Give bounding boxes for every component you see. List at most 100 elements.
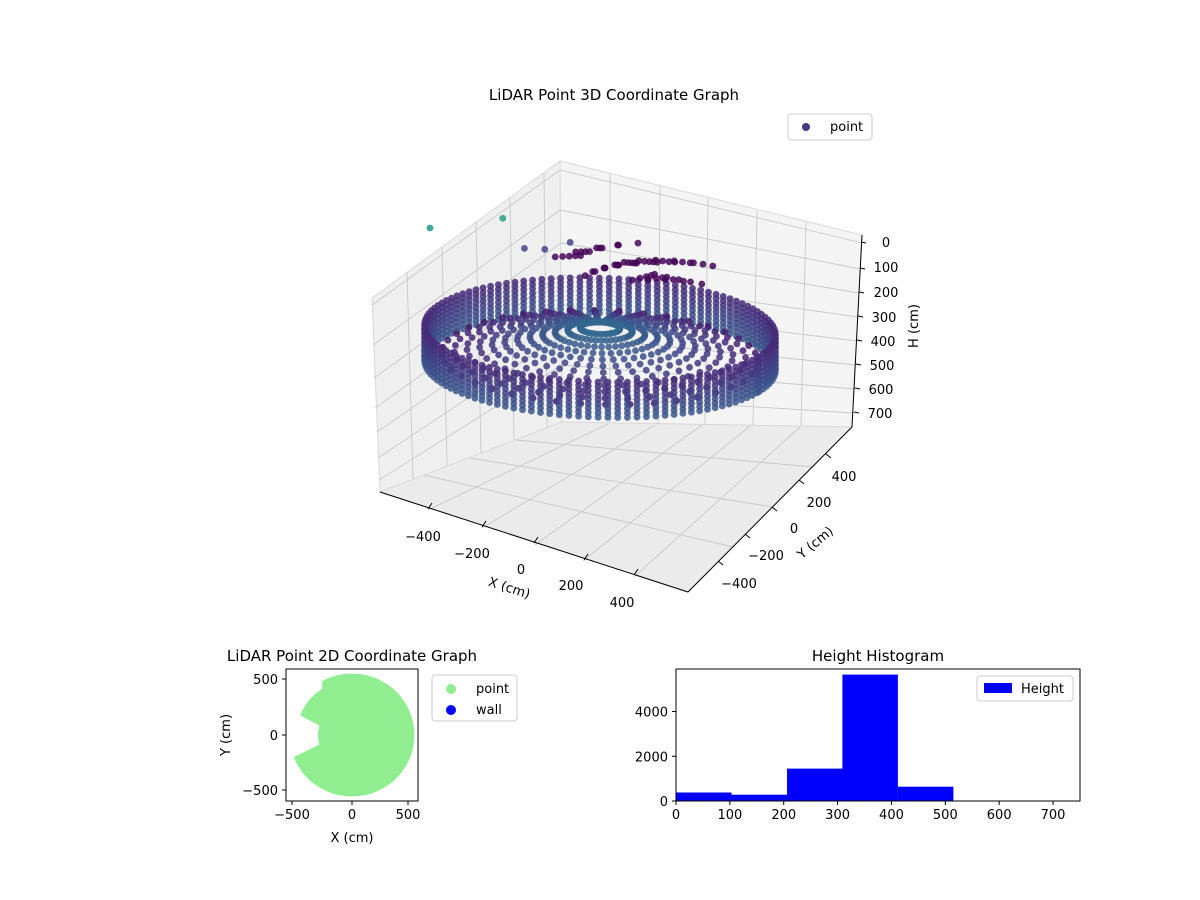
y-tick-2d: 0 — [270, 729, 278, 744]
point-cloud-2d — [293, 673, 415, 797]
point-3d — [704, 406, 711, 413]
point-3d — [699, 260, 707, 268]
point-3d — [575, 412, 582, 420]
point-3d — [523, 364, 530, 372]
point-3d — [686, 363, 693, 371]
point-3d — [687, 278, 694, 286]
point-3d — [620, 355, 628, 363]
point-3d — [521, 356, 529, 363]
legend-2d-marker-point — [446, 684, 456, 694]
point-3d — [584, 342, 591, 350]
point-3d — [675, 276, 683, 283]
point-3d — [491, 360, 498, 368]
point-3d — [654, 348, 662, 356]
point-3d — [688, 351, 695, 358]
point-3d — [624, 348, 632, 356]
point-3d — [655, 364, 663, 372]
histogram-x-tick: 400 — [879, 808, 904, 823]
histogram-bars — [676, 674, 1065, 801]
point-3d — [573, 361, 581, 368]
point-3d — [465, 324, 473, 331]
x-axis-label-2d: X (cm) — [331, 831, 374, 846]
histogram-x-tick: 600 — [987, 808, 1012, 823]
point-3d — [698, 280, 706, 288]
point-3d — [646, 258, 653, 266]
point-3d — [584, 413, 592, 421]
point-3d — [635, 257, 643, 265]
point-3d — [528, 407, 535, 415]
point-3d — [632, 347, 639, 354]
point-3d — [598, 349, 606, 357]
histogram-y-ticks: 0 2000 4000 — [635, 706, 668, 810]
point-3d — [599, 369, 607, 376]
point-3d — [459, 325, 467, 333]
legend-hist-label: Height — [1021, 682, 1064, 697]
point-3d — [711, 404, 719, 412]
point-3d — [566, 239, 574, 246]
point-3d — [572, 347, 579, 355]
point-3d — [559, 253, 566, 260]
point-3d — [717, 348, 724, 355]
legend-2d-label-wall: wall — [476, 703, 502, 718]
point-3d — [680, 329, 687, 337]
point-3d — [683, 355, 690, 362]
point-3d — [551, 371, 558, 378]
legend-hist-box — [976, 675, 1074, 702]
point-3d — [745, 342, 753, 349]
plot-2d-title: LiDAR Point 2D Coordinate Graph — [227, 647, 477, 665]
point-3d — [607, 349, 615, 357]
point-3d — [729, 351, 737, 358]
point-3d — [476, 328, 483, 336]
point-3d — [598, 244, 606, 252]
point-3d — [588, 355, 595, 363]
point-3d — [565, 339, 573, 346]
point-3d — [704, 345, 712, 353]
point-3d — [597, 337, 605, 344]
point-3d — [652, 412, 660, 420]
point-3d — [480, 318, 488, 326]
point-3d — [598, 343, 605, 351]
point-3d — [541, 245, 549, 253]
point-3d — [535, 343, 542, 351]
histogram-frame — [675, 668, 1081, 802]
y-axis-label-2d: Y (cm) — [219, 714, 234, 757]
y-tick-3d: 400 — [832, 470, 857, 485]
legend-3d-marker — [802, 123, 810, 131]
point-3d — [605, 343, 612, 351]
point-3d — [589, 349, 597, 357]
point-3d — [612, 343, 619, 350]
point-3d — [671, 350, 679, 358]
point-3d — [716, 353, 723, 361]
histogram-x-tick: 700 — [1041, 808, 1066, 823]
y-axis-3d — [687, 426, 853, 593]
point-3d — [647, 351, 655, 358]
point-3d — [531, 351, 539, 359]
point-3d — [502, 402, 509, 410]
point-3d — [594, 413, 602, 421]
point-3d — [555, 411, 563, 419]
point-3d — [659, 257, 667, 265]
x-tick-2d: 0 — [348, 808, 356, 823]
histogram-x-ticks: 0 100 200 300 400 500 600 700 — [672, 808, 1066, 823]
point-3d — [531, 359, 539, 367]
point-3d — [660, 346, 667, 353]
legend-3d-box — [787, 113, 873, 141]
point-3d — [675, 358, 683, 366]
point-3d — [700, 355, 708, 362]
point-3d — [739, 347, 747, 354]
point-3d — [521, 325, 529, 333]
point-3d — [663, 273, 671, 281]
point-3d — [511, 360, 519, 368]
point-3d — [561, 359, 569, 367]
point-3d — [471, 394, 479, 402]
x-tick-3d: 0 — [517, 563, 525, 578]
histogram-x-tick: 500 — [933, 808, 958, 823]
histogram-bar — [676, 792, 732, 801]
point-3d — [675, 367, 683, 375]
point-3d — [468, 334, 476, 341]
point-3d — [629, 276, 636, 284]
z-axis-3d — [851, 234, 863, 428]
point-3d — [612, 362, 620, 370]
point-3d — [618, 342, 626, 350]
point-3d — [652, 256, 660, 264]
